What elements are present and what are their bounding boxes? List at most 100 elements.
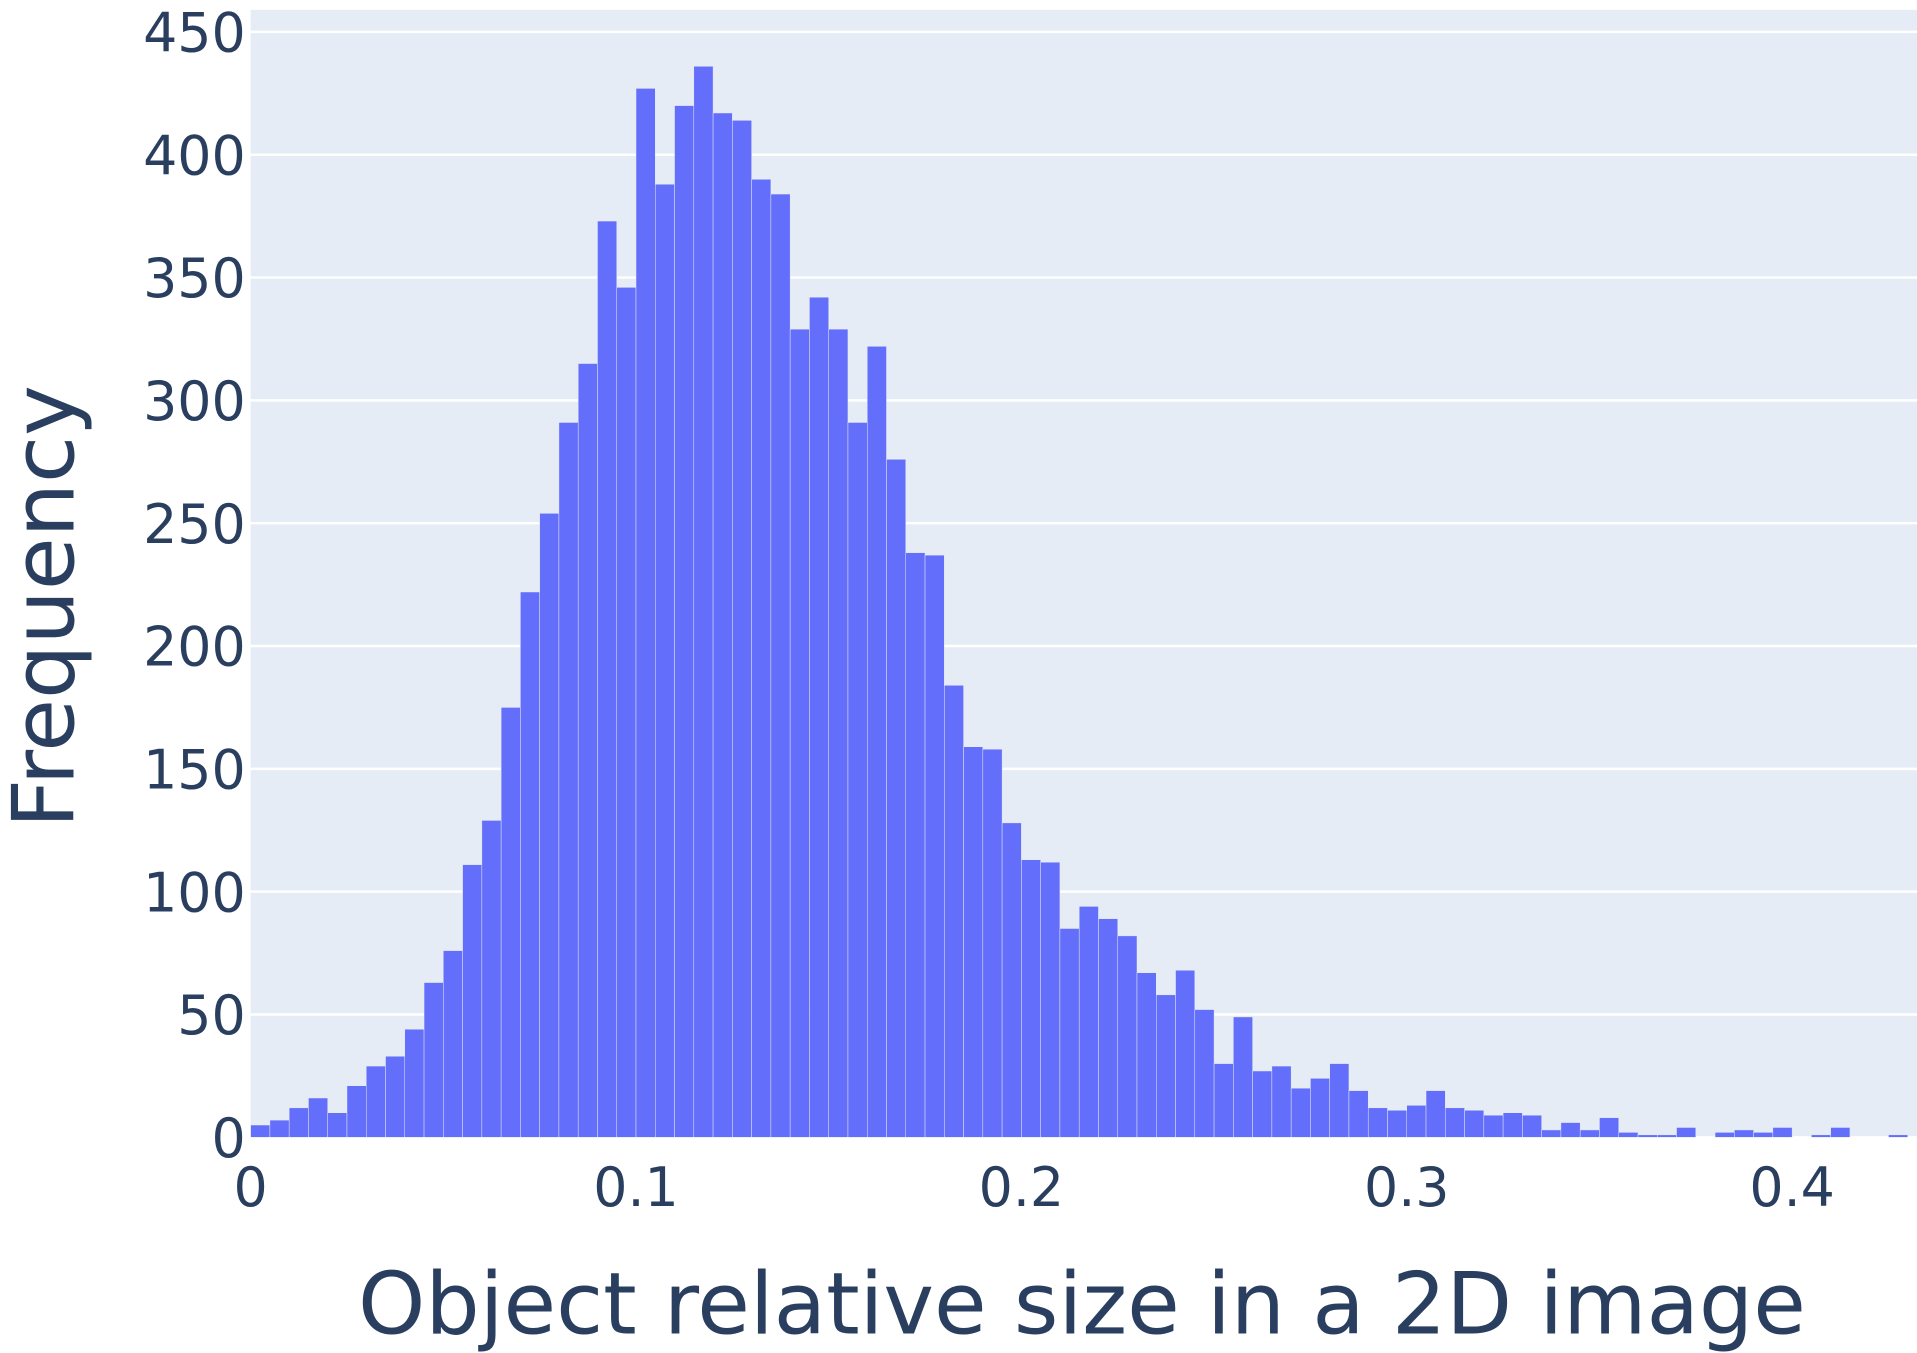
x-tick-label: 0.4 (1749, 1156, 1835, 1219)
bar (1348, 1090, 1369, 1138)
bar (1213, 1063, 1234, 1138)
bar (693, 66, 714, 1138)
bar (1560, 1122, 1581, 1138)
bars (250, 66, 1908, 1138)
bar (616, 287, 637, 1138)
bar (963, 746, 984, 1138)
y-tick-label: 400 (143, 124, 246, 187)
bar (500, 707, 521, 1138)
x-tick-label: 0.3 (1364, 1156, 1450, 1219)
bar (1599, 1117, 1619, 1138)
y-tick-label: 250 (143, 493, 246, 556)
y-axis-title: Frequency (0, 385, 94, 828)
bar (1156, 994, 1176, 1138)
bar (1078, 906, 1099, 1138)
bar (1406, 1105, 1427, 1138)
bar (1194, 1009, 1215, 1138)
bar (1502, 1112, 1523, 1138)
bar (1714, 1132, 1735, 1138)
bar (1310, 1078, 1330, 1138)
bar (539, 513, 560, 1138)
y-tick-label: 50 (177, 984, 245, 1047)
labels: 0 50 100 150 200 250 300 350 400 450 0 0.1 0.2 0.3 0.4 (143, 1, 1835, 1218)
bar (346, 1085, 367, 1138)
bar (1811, 1134, 1831, 1138)
bar (1637, 1134, 1658, 1138)
bar (1387, 1110, 1408, 1138)
bar (558, 422, 579, 1138)
bar (597, 220, 617, 1138)
bar (385, 1055, 406, 1138)
bar (1117, 935, 1138, 1138)
bar (404, 1028, 425, 1138)
bar (847, 422, 868, 1138)
bar (789, 328, 810, 1138)
y-tick-label: 350 (143, 247, 246, 310)
bar (1001, 822, 1022, 1138)
bar (770, 193, 791, 1138)
bar (327, 1112, 348, 1138)
bar (1445, 1107, 1465, 1138)
bar (1367, 1107, 1388, 1138)
bar (520, 591, 540, 1138)
bar (1483, 1114, 1504, 1138)
bar (462, 864, 483, 1138)
bar (732, 120, 752, 1138)
bar (886, 459, 907, 1138)
bar (1233, 1016, 1253, 1138)
bar (674, 105, 695, 1138)
bar (1888, 1134, 1908, 1138)
bar (635, 88, 656, 1138)
x-axis-title: Object relative size in a 2D image (358, 1254, 1806, 1353)
x-tick-label: 0.2 (979, 1156, 1065, 1219)
bar (1464, 1110, 1485, 1138)
bar (1541, 1129, 1562, 1138)
bar (924, 554, 945, 1138)
bar (423, 982, 444, 1138)
bar (1329, 1063, 1350, 1138)
bar (1618, 1132, 1639, 1138)
bar (1676, 1127, 1697, 1138)
bar (1136, 972, 1157, 1138)
bar (288, 1107, 309, 1138)
bar (866, 346, 887, 1138)
bar (1734, 1129, 1754, 1138)
bar (809, 296, 829, 1138)
bar (365, 1065, 386, 1138)
bar (1098, 918, 1118, 1138)
bar (1772, 1127, 1793, 1138)
bar (1252, 1070, 1273, 1138)
bar (1271, 1065, 1292, 1138)
bar (269, 1119, 290, 1138)
bar (982, 748, 1003, 1138)
bar (1425, 1090, 1446, 1138)
bar (1059, 928, 1080, 1138)
bar (308, 1097, 328, 1138)
x-tick-label: 0 (234, 1156, 268, 1219)
bar (1290, 1087, 1311, 1138)
bar (1657, 1134, 1677, 1138)
bar (905, 552, 926, 1138)
x-tick-label: 0.1 (593, 1156, 679, 1219)
bar (481, 820, 502, 1138)
bar (1040, 861, 1061, 1138)
bar (751, 179, 772, 1138)
y-tick-label: 450 (143, 1, 246, 64)
bar (828, 328, 849, 1138)
bar (655, 183, 675, 1138)
y-tick-label: 300 (143, 370, 246, 433)
y-tick-label: 200 (143, 616, 246, 679)
bar (577, 363, 598, 1138)
bar (1021, 859, 1041, 1138)
bar (1753, 1132, 1774, 1138)
bar (443, 950, 463, 1138)
bar (944, 685, 964, 1138)
bar (1830, 1127, 1851, 1138)
bar (1175, 970, 1196, 1138)
y-tick-label: 0 (212, 1107, 246, 1170)
y-tick-label: 100 (143, 861, 246, 924)
bar (250, 1124, 271, 1138)
bar (712, 112, 733, 1138)
bar (1522, 1114, 1542, 1138)
